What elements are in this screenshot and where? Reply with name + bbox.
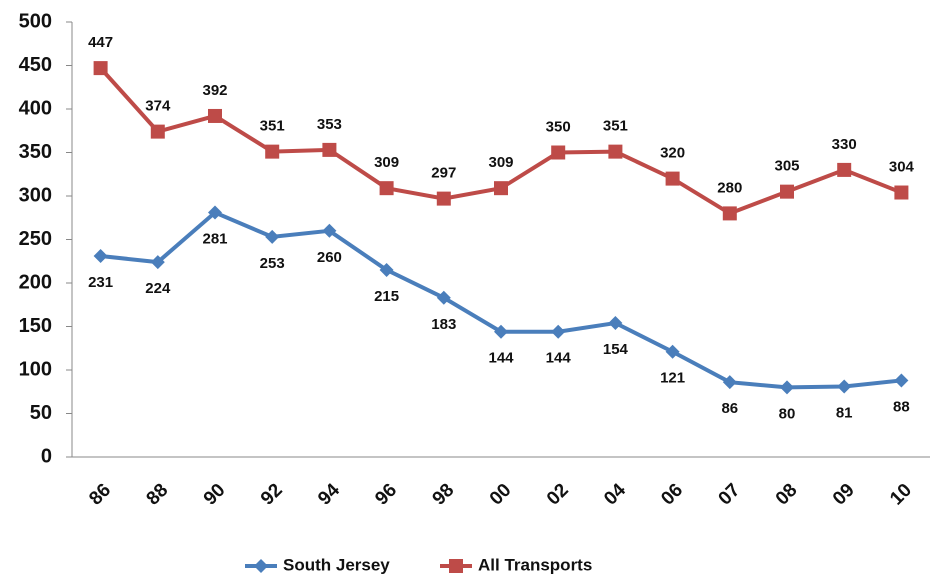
y-tick-label: 400 — [19, 97, 52, 119]
y-tick-label: 150 — [19, 315, 52, 337]
line-marker — [208, 205, 222, 220]
y-tick-label: 200 — [19, 271, 52, 293]
data-label: 320 — [660, 145, 685, 162]
line-marker — [494, 324, 508, 339]
legend-marker — [449, 559, 463, 573]
line-marker — [837, 162, 852, 177]
line-marker — [837, 379, 852, 394]
y-tick-label: 0 — [41, 445, 52, 467]
line-marker — [150, 255, 165, 270]
x-tick-label: 09 — [829, 480, 859, 510]
data-label: 154 — [603, 341, 629, 358]
data-label: 144 — [546, 350, 572, 367]
data-label: 350 — [546, 118, 571, 135]
line-marker — [93, 249, 108, 264]
data-label: 80 — [779, 405, 796, 422]
data-label: 81 — [836, 404, 853, 421]
data-label: 231 — [88, 274, 113, 291]
x-tick-label: 02 — [543, 480, 573, 510]
line-marker — [665, 344, 680, 359]
line-marker — [379, 262, 394, 277]
x-tick-label: 07 — [715, 480, 745, 510]
line-marker — [780, 184, 794, 199]
line-marker — [150, 124, 165, 139]
data-label: 121 — [660, 370, 685, 387]
legend-marker — [254, 559, 268, 573]
line-marker — [551, 324, 566, 339]
line-marker — [494, 181, 508, 196]
y-tick-label: 450 — [19, 54, 52, 76]
legend-label: All Transports — [478, 555, 592, 574]
data-label: 309 — [374, 154, 399, 171]
legend-label: South Jersey — [283, 555, 390, 574]
line-marker — [265, 229, 280, 244]
y-tick-label: 350 — [19, 141, 52, 163]
y-tick-label: 50 — [30, 402, 52, 424]
data-label: 297 — [431, 165, 456, 182]
data-label: 88 — [893, 398, 910, 415]
data-label: 281 — [202, 230, 227, 247]
x-tick-label: 86 — [85, 480, 115, 510]
data-label: 144 — [488, 350, 514, 367]
y-tick-label: 100 — [19, 358, 52, 380]
line-marker — [551, 145, 566, 160]
x-tick-label: 00 — [486, 480, 516, 510]
line-marker — [780, 380, 794, 395]
y-tick-label: 300 — [19, 184, 52, 206]
line-marker — [722, 206, 737, 221]
data-label: 224 — [145, 280, 171, 297]
x-tick-label: 98 — [429, 480, 459, 510]
x-tick-label: 90 — [200, 480, 230, 510]
data-label: 304 — [889, 158, 915, 175]
x-tick-label: 04 — [600, 479, 630, 509]
x-tick-label: 06 — [657, 480, 687, 510]
data-label: 447 — [88, 34, 113, 51]
data-label: 351 — [603, 118, 628, 135]
line-marker — [608, 144, 623, 159]
y-tick-label: 250 — [19, 228, 52, 250]
data-label: 280 — [717, 179, 742, 196]
line-marker — [665, 171, 680, 186]
line-marker — [436, 191, 451, 206]
line-marker — [608, 316, 623, 331]
data-label: 183 — [431, 316, 456, 333]
line-marker — [894, 185, 909, 200]
x-tick-label: 08 — [772, 480, 802, 510]
line-marker — [379, 181, 394, 196]
line-marker — [322, 142, 337, 157]
x-tick-label: 96 — [371, 480, 401, 510]
line-marker — [265, 144, 280, 159]
line-marker — [93, 61, 108, 76]
data-label: 86 — [721, 400, 738, 417]
x-tick-label: 94 — [314, 479, 344, 509]
line-marker — [208, 108, 222, 123]
x-tick-label: 10 — [886, 480, 916, 510]
data-label: 351 — [260, 118, 285, 135]
x-tick-label: 92 — [257, 480, 287, 510]
data-label: 374 — [145, 98, 171, 115]
line-marker — [722, 375, 737, 390]
data-label: 330 — [832, 136, 857, 153]
line-marker — [322, 223, 337, 238]
data-label: 305 — [774, 158, 799, 175]
x-tick-label: 88 — [143, 480, 173, 510]
data-label: 215 — [374, 288, 399, 305]
data-label: 392 — [202, 82, 227, 99]
data-label: 253 — [260, 255, 285, 272]
data-label: 353 — [317, 116, 342, 133]
data-label: 260 — [317, 249, 342, 266]
data-label: 309 — [488, 154, 513, 171]
line-marker — [894, 373, 909, 388]
line-marker — [436, 290, 451, 305]
y-tick-label: 500 — [19, 10, 52, 32]
